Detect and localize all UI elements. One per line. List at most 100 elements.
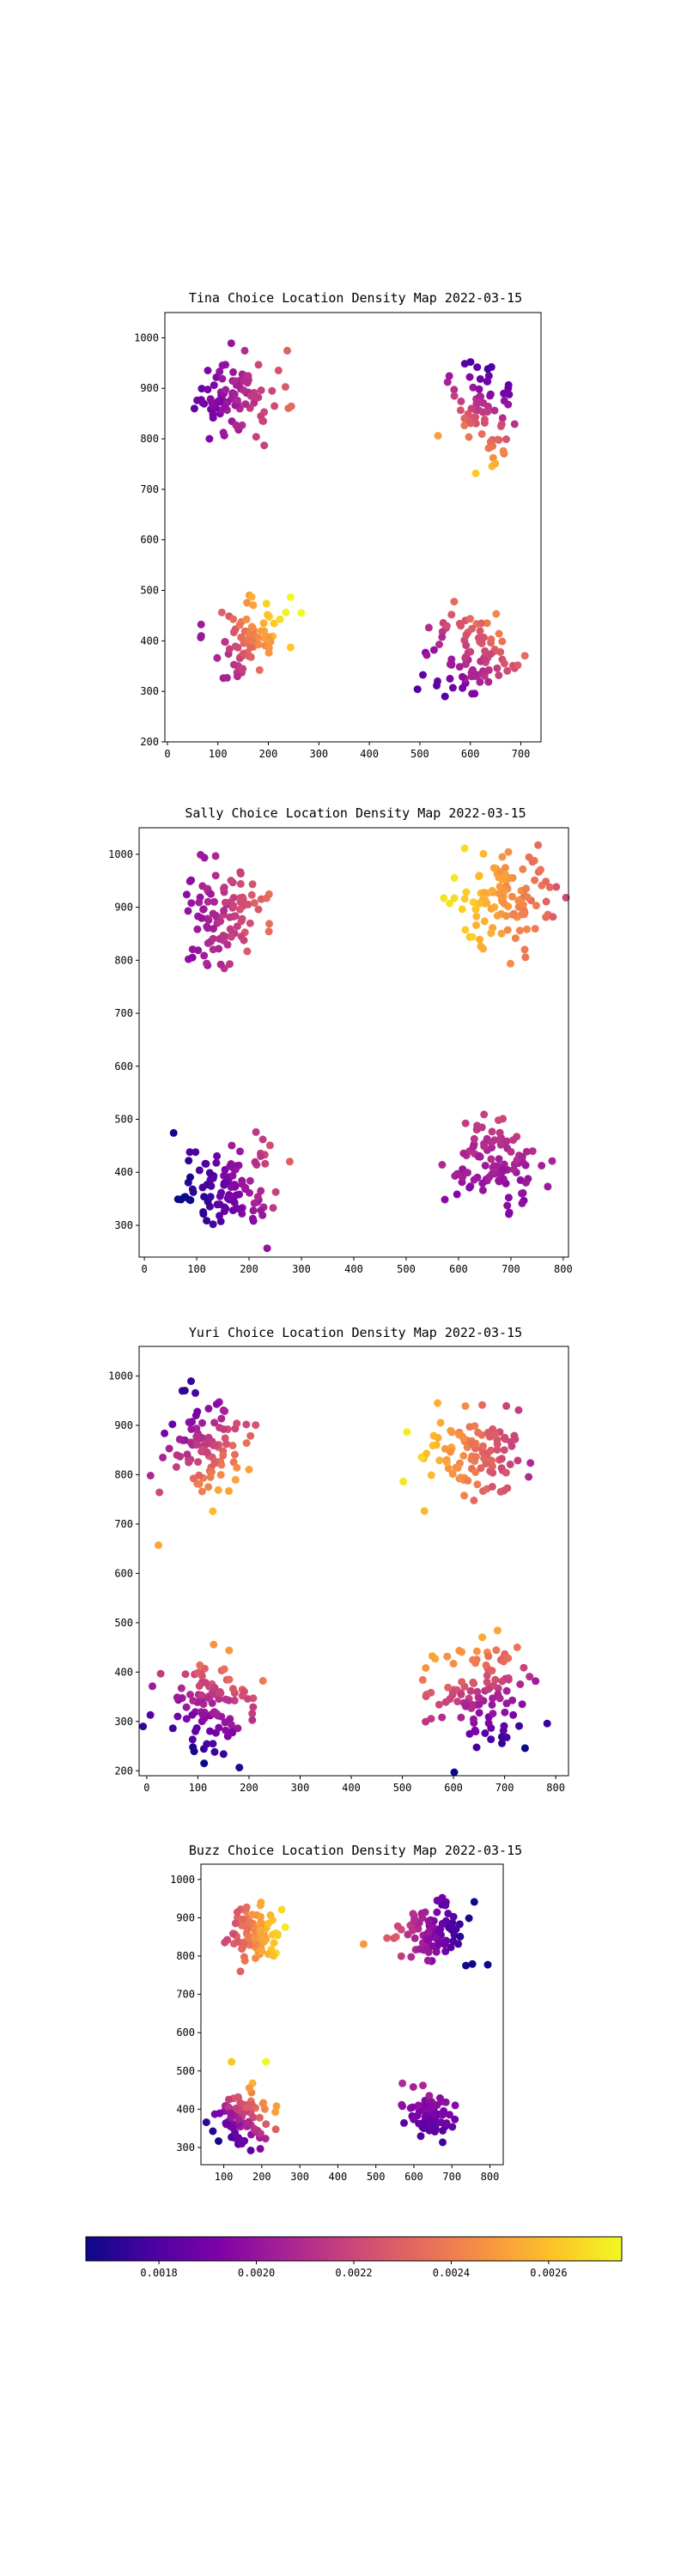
scatter-point [239,665,247,673]
scatter-point [226,925,234,933]
scatter-point [476,677,484,686]
scatter-point [177,1195,185,1204]
y-tick-label: 900 [140,382,159,394]
scatter-point [238,1209,246,1218]
scatter-point [182,1715,191,1723]
scatter-point [520,945,529,954]
scatter-point [192,1432,201,1441]
scatter-point [429,1431,438,1440]
scatter-point [448,1918,457,1927]
scatter-point [465,1423,474,1431]
scatter-point [400,2118,408,2127]
scatter-point [243,1925,252,1934]
scatter-point [220,1665,228,1674]
scatter-point [484,1685,493,1693]
scatter-point [437,2098,446,2105]
scatter-point [456,1932,465,1941]
x-tick-label: 700 [442,2171,461,2183]
scatter-point [410,1934,419,1942]
scatter-point [189,1697,198,1705]
scatter-point [444,1910,453,1917]
scatter-point [520,910,528,919]
scatter-point [442,1458,451,1467]
scatter-point [481,1162,489,1170]
scatter-point [181,1670,190,1679]
scatter-point [458,905,466,914]
scatter-point [468,624,477,633]
scatter-point [216,1424,223,1432]
scatter-point [173,1451,181,1460]
scatter-point [204,897,212,906]
scatter-point [270,1952,277,1960]
scatter-point [475,1700,483,1709]
scatter-point [433,681,441,690]
scatter-point [198,398,207,407]
scatter-point [234,672,241,681]
scatter-point [514,661,522,670]
colorbar-tick-label: 0.0018 [140,2267,177,2279]
scatter-point [448,2123,457,2131]
scatter-point [493,1626,502,1635]
y-tick-label: 800 [176,1950,195,1962]
scatter-point [486,650,495,659]
scatter-point [205,434,214,443]
scatter-point [259,416,268,425]
scatter-point [449,1660,458,1668]
scatter-point [246,1431,255,1440]
x-tick-label: 700 [495,1782,514,1794]
scatter-point [429,1917,438,1925]
scatter-point [146,1472,155,1479]
scatter-point [206,1727,214,1735]
scatter-point [532,1677,540,1686]
scatter-point [470,1898,478,1906]
scatter-point [498,853,507,861]
scatter-point [502,912,510,920]
scatter-point [502,1401,511,1410]
scatter-point [439,2138,447,2147]
scatter-point [212,1158,221,1167]
scatter-point [182,1703,191,1711]
scatter-point [209,1507,217,1516]
x-tick-label: 100 [209,748,228,760]
scatter-point [188,953,197,962]
scatter-point [466,647,475,656]
scatter-point [495,435,503,444]
scatter-point [211,852,220,860]
scatter-point [192,1388,199,1397]
x-tick-label: 800 [546,1782,565,1794]
scatter-point [264,927,273,936]
scatter-point [461,926,470,934]
scatter-point [197,634,205,641]
scatter-point [219,1750,228,1759]
scatter-point [168,1420,177,1429]
scatter-point [204,924,212,933]
scatter-point [440,1940,448,1948]
scatter-point [221,1406,229,1415]
scatter-point [460,360,469,368]
colorbar-gradient [85,2236,623,2262]
scatter-point [407,1953,416,1961]
scatter-point [472,1743,481,1752]
scatter-point [185,1148,194,1157]
scatter-point [452,1925,460,1934]
scatter-point [542,897,550,906]
x-tick-label: 800 [481,2171,500,2183]
scatter-point [169,1128,178,1137]
scatter-point [506,1460,514,1468]
scatter-point [266,1911,275,1919]
scatter-point [247,592,256,601]
y-tick-label: 600 [114,1567,133,1579]
scatter-point [469,1715,477,1723]
scatter-point [470,1496,478,1504]
x-tick-label: 400 [329,2171,348,2183]
scatter-point [468,933,477,941]
scatter-point [168,1724,177,1733]
scatter-point [544,1182,552,1191]
scatter-point [262,2120,271,2129]
scatter-point [257,1912,264,1921]
x-tick-label: 100 [215,2171,234,2183]
points-sally [169,841,570,1253]
scatter-point [462,888,471,896]
scatter-point [455,1646,464,1655]
y-tick-label: 200 [140,736,159,748]
